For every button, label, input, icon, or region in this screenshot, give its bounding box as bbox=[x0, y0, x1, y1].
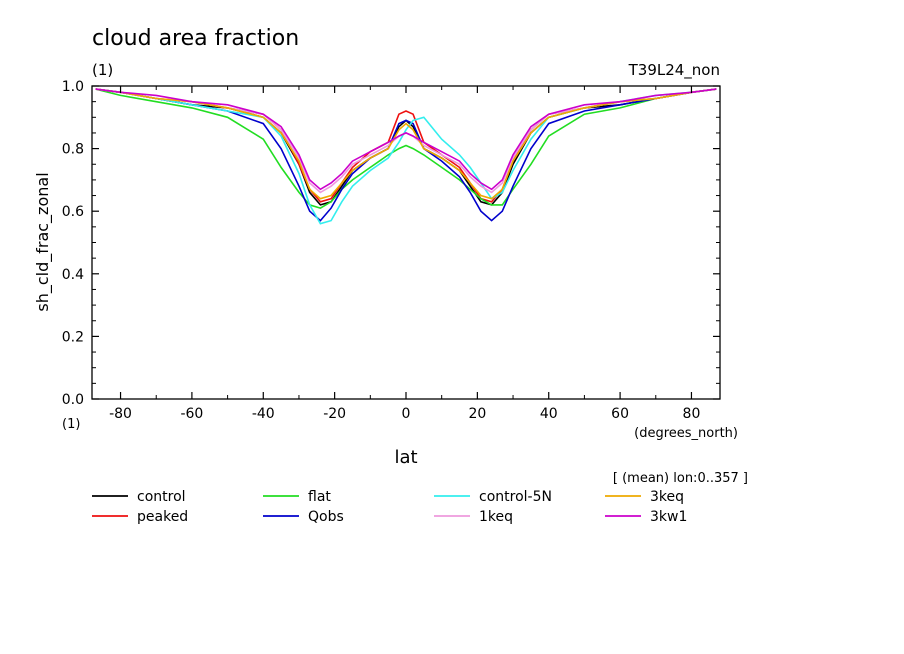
series-line-3kw1 bbox=[95, 88, 717, 191]
y-axis-label: sh_cld_frac_zonal bbox=[33, 172, 53, 311]
legend-label-3kw1: 3kw1 bbox=[650, 509, 687, 525]
legend-label-qobs: Qobs bbox=[308, 509, 344, 525]
y-units-label: (1) bbox=[62, 417, 80, 432]
subtitle: [ (mean) lon:0..357 ] bbox=[613, 471, 748, 486]
x-tick-label: 40 bbox=[540, 406, 558, 422]
legend-label-control: control bbox=[137, 489, 186, 505]
x-units-label: (degrees_north) bbox=[634, 426, 738, 441]
x-tick-label: -20 bbox=[323, 406, 346, 422]
series-line-3keq bbox=[95, 88, 717, 200]
run-label: T39L24_non bbox=[628, 61, 720, 80]
legend-label-peaked: peaked bbox=[137, 509, 188, 525]
legend: control peaked flat Qobs control-5N 1keq 3keq 3… bbox=[92, 489, 687, 525]
x-tick-label: 0 bbox=[402, 406, 411, 422]
y-tick-label: 0.6 bbox=[62, 204, 84, 220]
units-label: (1) bbox=[92, 61, 113, 79]
series-line-flat bbox=[95, 88, 717, 209]
x-axis-label: lat bbox=[394, 447, 417, 468]
x-tick-label: -80 bbox=[109, 406, 132, 422]
x-tick-label: 60 bbox=[611, 406, 629, 422]
legend-label-control-5n: control-5N bbox=[479, 489, 552, 505]
chart-title: cloud area fraction bbox=[92, 26, 299, 51]
series-line-control-5n bbox=[95, 88, 717, 225]
y-tick-label: 1.0 bbox=[62, 79, 84, 95]
y-tick-label: 0.8 bbox=[62, 142, 84, 158]
plot-lines bbox=[95, 88, 717, 225]
series-line-qobs bbox=[95, 88, 717, 222]
y-tick-label: 0.4 bbox=[62, 267, 84, 283]
x-tick-label: -40 bbox=[252, 406, 275, 422]
y-tick-label: 0.0 bbox=[62, 392, 84, 408]
legend-label-flat: flat bbox=[308, 489, 331, 505]
x-tick-label: 80 bbox=[683, 406, 701, 422]
legend-label-3keq: 3keq bbox=[650, 489, 684, 505]
x-tick-label: -60 bbox=[180, 406, 203, 422]
legend-label-1keq: 1keq bbox=[479, 509, 513, 525]
x-tick-label: 20 bbox=[468, 406, 486, 422]
y-tick-label: 0.2 bbox=[62, 329, 84, 345]
axis-ticks: -80 -60 -40 -20 0 20 40 60 80 0.0 0.2 0.4 0.6 0.8 1.0 bbox=[62, 79, 720, 422]
